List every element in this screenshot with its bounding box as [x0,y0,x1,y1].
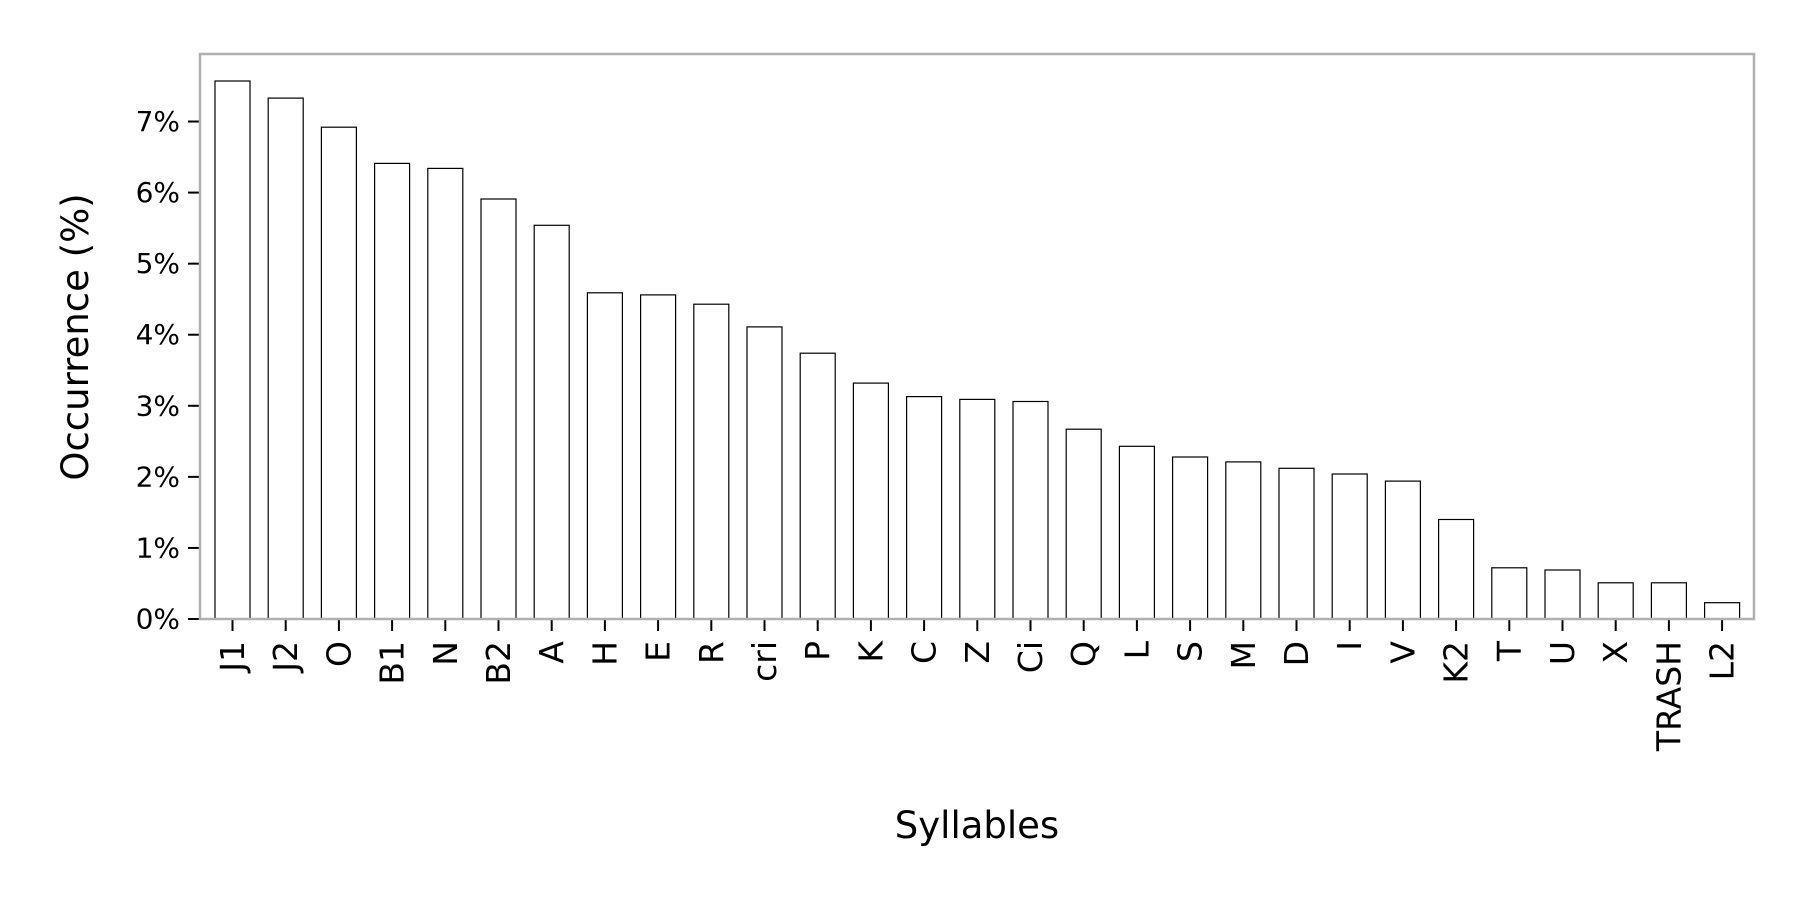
x-tick-label: T [1490,640,1529,662]
bar-U [1544,569,1581,620]
x-tick-label: Z [958,641,997,664]
bar-P [799,352,836,620]
y-tick-label: 2% [136,460,180,493]
bar-Z [959,398,996,620]
bar-TRASH [1650,582,1688,620]
x-tick-label: O [319,641,358,667]
y-tick-label: 7% [136,105,180,138]
x-axis-label: Syllables [895,804,1059,847]
x-tick-label: Ci [1011,641,1050,673]
y-tick-label: 5% [136,247,180,280]
bar-Ci [1012,400,1049,620]
x-tick-label: B2 [479,641,518,685]
bar-K [852,382,890,620]
bar-K2 [1437,518,1475,620]
x-tick-label: J2 [266,641,305,674]
bar-B2 [480,198,517,620]
bars-group [214,80,1741,620]
x-tick-label: N [426,641,465,666]
bar-X [1597,582,1634,620]
bar-N [427,167,464,620]
x-tick-label: H [585,641,624,666]
bar-E [639,294,677,620]
bar-M [1225,461,1262,620]
y-tick-label: 6% [136,176,180,209]
x-tick-label: cri [745,641,784,682]
x-tick-label: D [1277,641,1316,666]
x-tick-label: J1 [213,641,252,674]
x-tick-label: A [532,641,571,664]
x-tick-label: L [1117,640,1156,659]
bar-cri [746,326,783,620]
bar-O [320,126,357,620]
bar-L2 [1703,602,1741,620]
x-tick-label: S [1171,641,1210,662]
bar-J2 [267,97,304,620]
x-tick-label: C [905,641,944,664]
x-tick-label: R [692,641,731,664]
y-tick-label: 3% [136,389,180,422]
x-tick-label: B1 [373,641,412,685]
x-tick-label: E [639,641,678,662]
bar-D [1278,467,1315,620]
x-tick-label: Q [1064,641,1103,667]
y-axis-label: Occurrence (%) [54,193,97,480]
x-tick-label: V [1383,641,1422,664]
y-tick-label: 0% [136,603,180,636]
bar-L [1118,445,1156,620]
x-tick-label: U [1543,641,1582,665]
bar-S [1171,456,1209,620]
bar-B1 [374,162,411,620]
x-tick-label: X [1596,641,1635,664]
x-tick-label: TRASH [1649,641,1688,752]
x-tick-label: M [1224,641,1263,669]
bar-V [1384,480,1422,620]
bar-J1 [214,80,251,620]
x-tick-label: K [851,640,890,663]
y-tick-label: 4% [136,318,180,351]
y-tick-label: 1% [136,531,180,564]
plot-frame [198,52,1756,621]
x-tick-label: P [798,641,837,661]
y-ticks-group: 0% 1% 2% 3% 4% 5% 6% 7% [136,105,200,636]
x-tick-label: L2 [1703,641,1742,680]
bar-H [586,292,624,620]
x-tick-label: K2 [1437,641,1476,684]
x-tick-label: I [1330,641,1369,651]
bar-T [1491,567,1528,620]
bar-Q [1065,428,1102,620]
bar-I [1331,473,1368,620]
bar-R [693,303,730,620]
bar-A [533,224,570,620]
bar-C [905,396,943,620]
